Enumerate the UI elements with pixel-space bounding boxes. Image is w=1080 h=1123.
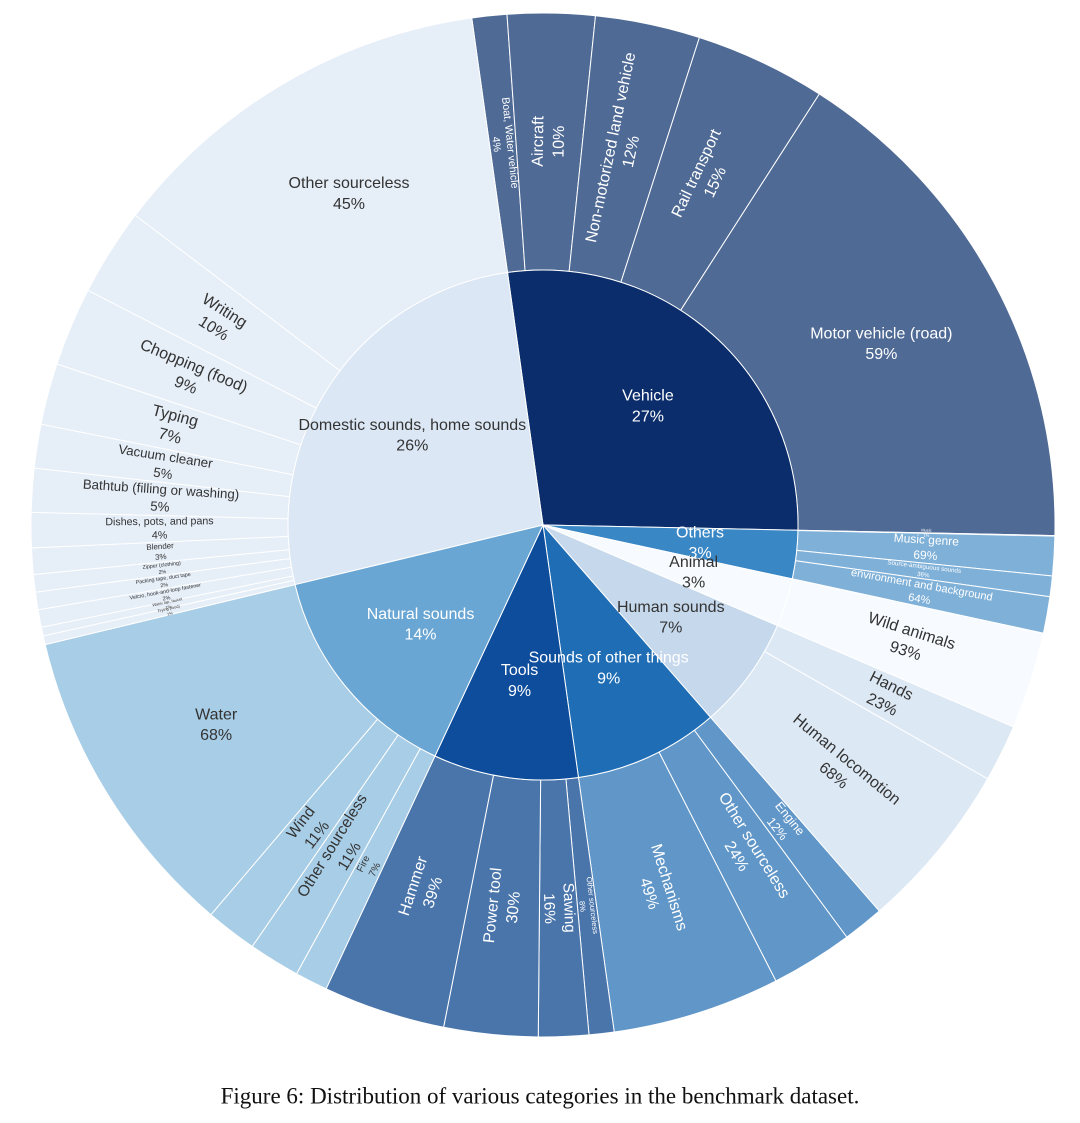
segment-value: 9% bbox=[508, 683, 531, 700]
segment-name: Zipper (clothing) bbox=[142, 560, 181, 570]
segment-label: Zipper (clothing)2% bbox=[142, 560, 181, 576]
inner-segment bbox=[506, 269, 799, 531]
caption: Figure 6: Distribution of various catego… bbox=[221, 1083, 860, 1108]
segment-value: 5% bbox=[152, 465, 173, 483]
segment-label: Tools 9% bbox=[501, 662, 538, 700]
inner-segment bbox=[542, 524, 778, 718]
segment-value: 14% bbox=[405, 627, 437, 644]
segment-value: 3% bbox=[688, 545, 711, 562]
segment-name: Vehicle bbox=[622, 388, 674, 405]
segment-value: 8% bbox=[577, 901, 587, 913]
segment-label: Others 3% bbox=[676, 524, 724, 562]
segment-value: 12% bbox=[620, 134, 643, 169]
segment-name: Sawing bbox=[559, 882, 578, 933]
inner-segment bbox=[434, 523, 580, 781]
segment-value: 64% bbox=[907, 592, 931, 608]
segment-label: Motor vehicle (road) 59% bbox=[810, 325, 952, 363]
segment-value: 59% bbox=[865, 346, 897, 363]
segment-value: 2% bbox=[162, 595, 171, 602]
segment-name: Human sounds bbox=[617, 599, 725, 616]
segment-value: 4% bbox=[152, 530, 168, 542]
segment-name: Domestic sounds, home sounds bbox=[298, 417, 526, 434]
segment-label: Dishes, pots, and pans 4% bbox=[105, 515, 213, 542]
segment-value: 30% bbox=[504, 891, 524, 925]
segment-value: 1% bbox=[166, 610, 173, 616]
segment-name: Others bbox=[676, 524, 724, 541]
segment-value: 1% bbox=[923, 533, 929, 538]
segment-name: Music genre bbox=[893, 531, 959, 549]
segment-value: 3% bbox=[155, 552, 167, 562]
segment-name: Water tap, faucet bbox=[152, 596, 184, 607]
segment-value: 36% bbox=[917, 571, 931, 580]
segment-label: Domestic sounds, home sounds 26% bbox=[298, 417, 526, 455]
inner-segment bbox=[294, 524, 544, 757]
segment-name: Aircraft bbox=[530, 115, 548, 166]
segment-name: Blender bbox=[146, 541, 174, 552]
segment-value: 4% bbox=[489, 136, 503, 153]
segment-value: 5% bbox=[150, 498, 170, 514]
segment-label: Sounds of other things 9% bbox=[529, 650, 689, 688]
segment-name: Music bbox=[921, 527, 932, 532]
segment-value: 68% bbox=[200, 727, 232, 744]
segment-name: Natural sounds bbox=[367, 606, 475, 623]
segment-label: Water 68% bbox=[195, 706, 238, 744]
segment-name: Tools bbox=[501, 662, 538, 679]
segment-value: 16% bbox=[540, 893, 558, 924]
segment-value: 2% bbox=[158, 569, 167, 576]
segment-value: 7% bbox=[659, 620, 682, 637]
segment-name: Motor vehicle (road) bbox=[810, 325, 952, 342]
segment-label: Other sourceless 45% bbox=[289, 175, 410, 213]
segment-label: Vehicle 27% bbox=[622, 388, 674, 426]
segment-value: 45% bbox=[333, 196, 365, 213]
segment-value: 9% bbox=[597, 670, 620, 687]
segment-value: 1% bbox=[165, 604, 172, 610]
segment-value: 7% bbox=[156, 425, 183, 447]
segment-label: Human sounds 7% bbox=[617, 599, 725, 637]
segment-label: Natural sounds 14% bbox=[367, 606, 475, 644]
inner-segment bbox=[287, 271, 544, 586]
segment-label: Aircraft 10% bbox=[530, 115, 569, 166]
segment-name: Water bbox=[195, 706, 238, 723]
segment-value: 69% bbox=[913, 548, 938, 563]
segment-name: Animal bbox=[669, 554, 718, 571]
inner-segment bbox=[542, 523, 712, 779]
segment-value: 27% bbox=[632, 408, 664, 425]
segment-value: 3% bbox=[682, 575, 705, 592]
segment-value: 26% bbox=[396, 438, 428, 455]
segment-name: Dishes, pots, and pans bbox=[105, 515, 213, 528]
segment-name: Other sourceless bbox=[289, 175, 410, 192]
segment-name: Frying (food) bbox=[157, 603, 181, 613]
segment-value: 2% bbox=[160, 582, 169, 589]
segment-label: Frying (food)1% bbox=[157, 603, 181, 616]
segment-label: Animal 3% bbox=[669, 554, 718, 592]
segment-value: 10% bbox=[551, 126, 569, 158]
segment-name: Sounds of other things bbox=[529, 650, 689, 667]
